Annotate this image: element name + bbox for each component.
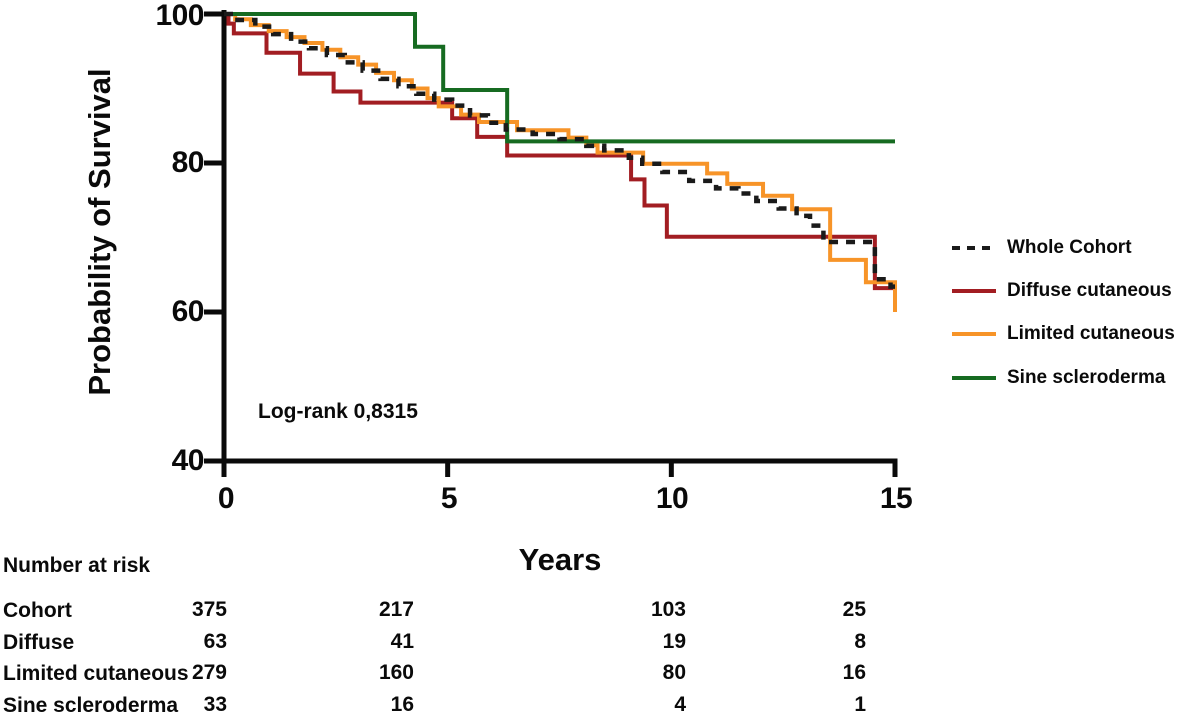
risk-value: 63 [203,630,227,653]
risk-value: 160 [378,661,414,684]
risk-value: 19 [662,630,686,653]
y-tick-label-40: 40 [171,444,205,477]
legend-label-sine-scleroderma: Sine scleroderma [1007,367,1166,388]
legend-label-whole-cohort: Whole Cohort [1007,237,1132,258]
risk-value: 80 [662,661,686,684]
risk-value: 1 [854,693,866,716]
y-axis-title: Probability of Survival [82,68,117,396]
risk-table-header: Number at risk [3,554,151,577]
curve-whole-cohort [224,11,895,289]
risk-row-label-cohort: Cohort [3,599,72,622]
curve-sine-scleroderma [224,12,895,144]
x-tick-label-0: 0 [217,482,235,515]
risk-value: 8 [854,630,866,653]
legend-label-limited-cutaneous: Limited cutaneous [1007,323,1175,344]
curve-diffuse-cutaneous [224,12,895,291]
risk-value: 217 [378,598,414,621]
x-tick-label-5: 5 [440,482,458,515]
risk-row-label-diffuse: Diffuse [3,631,75,654]
risk-value: 41 [390,630,414,653]
risk-row-label-limited: Limited cutaneous [3,662,189,685]
risk-value: 33 [203,693,227,716]
risk-value: 279 [191,661,227,684]
logrank-annotation: Log-rank 0,8315 [258,400,418,423]
risk-value: 103 [650,598,686,621]
y-tick-label-100: 100 [155,0,204,32]
x-tick-label-10: 10 [655,482,689,515]
risk-value: 25 [842,598,866,621]
risk-value: 375 [191,598,227,621]
y-tick-label-60: 60 [171,295,205,328]
y-tick-label-80: 80 [171,146,205,179]
curve-limited-cutaneous [224,12,897,312]
risk-value: 4 [674,693,686,716]
risk-row-label-sine: Sine scleroderma [3,694,179,717]
risk-value: 16 [390,693,414,716]
legend-label-diffuse-cutaneous: Diffuse cutaneous [1007,280,1172,301]
x-tick-label-15: 15 [879,482,913,515]
x-axis-title: Years [518,542,602,577]
risk-value: 16 [842,661,866,684]
